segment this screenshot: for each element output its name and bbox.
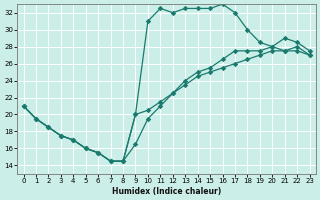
X-axis label: Humidex (Indice chaleur): Humidex (Indice chaleur) [112, 187, 221, 196]
